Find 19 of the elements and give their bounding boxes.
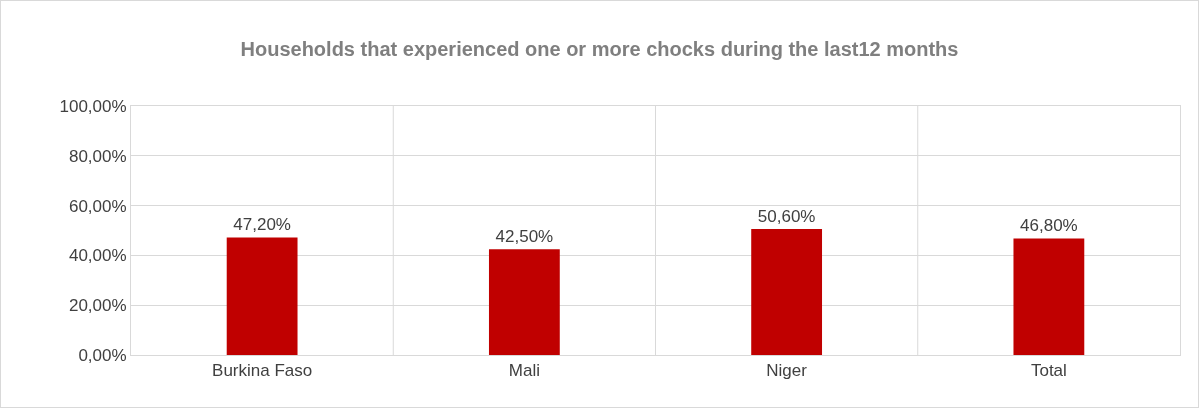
data-label: 47,20% bbox=[233, 215, 291, 235]
bar bbox=[226, 237, 298, 355]
x-tick-label: Niger bbox=[766, 361, 808, 381]
y-tick-label: 40,00% bbox=[68, 246, 127, 266]
y-tick-label: 0,00% bbox=[78, 345, 127, 365]
data-label: 46,80% bbox=[1020, 216, 1078, 236]
y-tick-label: 60,00% bbox=[68, 196, 127, 216]
bar bbox=[751, 229, 823, 355]
bar bbox=[1013, 238, 1085, 355]
bar bbox=[488, 249, 560, 355]
data-label: 50,60% bbox=[757, 207, 816, 227]
x-tick-label: Mali bbox=[508, 361, 540, 381]
y-tick-label: 100,00% bbox=[59, 96, 127, 116]
y-tick-label: 20,00% bbox=[68, 296, 127, 316]
chart-title: Households that experienced one or more chocks during the last12 months bbox=[240, 37, 959, 60]
x-tick-label: Total bbox=[1030, 361, 1067, 381]
y-tick-label: 80,00% bbox=[68, 146, 127, 166]
data-label: 42,50% bbox=[495, 227, 554, 247]
x-tick-label: Burkina Faso bbox=[212, 361, 313, 381]
